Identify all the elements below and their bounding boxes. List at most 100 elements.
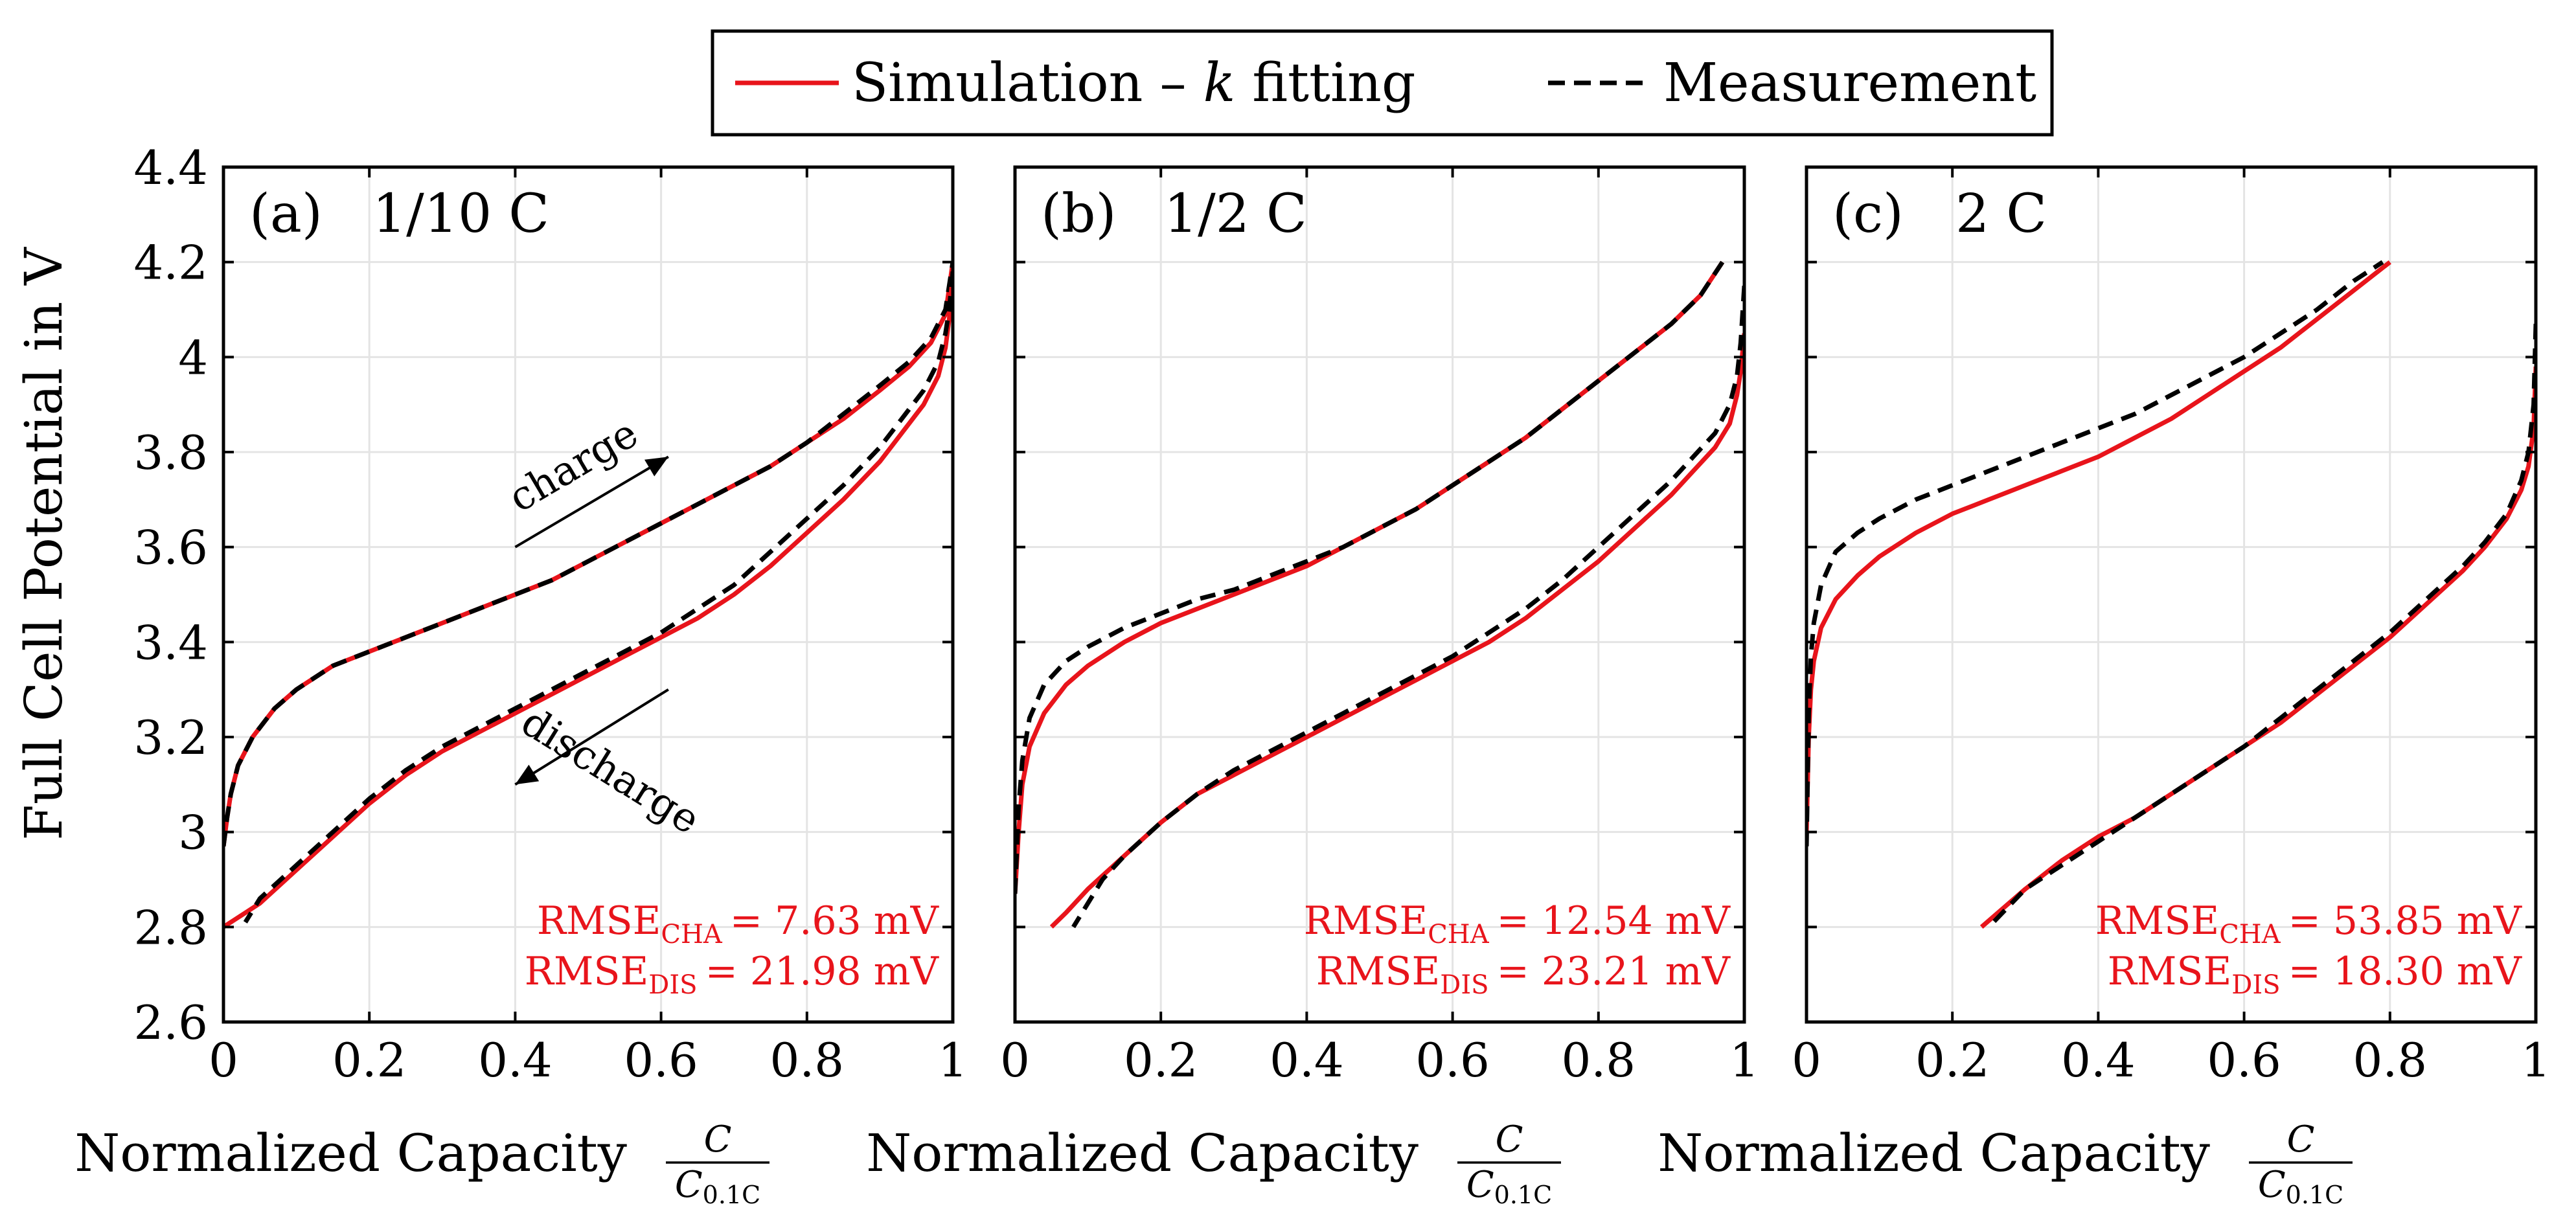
y-tick-label: 3.8 xyxy=(133,426,208,480)
legend-sim-label-main: Simulation – xyxy=(852,52,1203,114)
plot-frame xyxy=(1013,165,1746,1024)
series-simulation-discharge xyxy=(223,271,953,929)
annotation-arrowhead-charge xyxy=(644,457,668,477)
y-axis-label: Full Cell Potential in V xyxy=(14,247,74,841)
rmse-dis-value: = 21.98 mV xyxy=(705,949,940,994)
rmse-dis-label: RMSE xyxy=(1316,949,1441,994)
series-measurement-discharge xyxy=(1987,323,2536,929)
rmse-dis-sub: DIS xyxy=(648,970,697,1000)
x-tick-label: 0.8 xyxy=(770,1033,845,1087)
x-tick-label: 0.6 xyxy=(1415,1033,1490,1087)
x-axis-label-numerator: C xyxy=(2287,1118,2315,1161)
rmse-cha-value: = 53.85 mV xyxy=(2288,898,2523,944)
legend: Simulation – k fitting Measurement xyxy=(711,29,2054,137)
x-tick-label: 0 xyxy=(209,1033,238,1087)
rmse-cha: RMSECHA = 53.85 mV xyxy=(2095,898,2523,949)
x-tick-label: 0.8 xyxy=(1562,1033,1636,1087)
x-tick-label: 0.4 xyxy=(478,1033,553,1087)
series-measurement-charge xyxy=(1015,260,1725,894)
series-simulation-discharge xyxy=(1049,333,1744,929)
x-axis-label-denominator: C0.1C xyxy=(2258,1164,2343,1209)
x-tick-label: 0.8 xyxy=(2353,1033,2428,1087)
annotation-discharge: discharge xyxy=(513,698,708,843)
x-axis-label-denominator: C0.1C xyxy=(1466,1164,1552,1209)
denominator-main: C xyxy=(2258,1164,2286,1206)
rmse-cha-value: = 7.63 mV xyxy=(730,898,940,944)
y-tick-label: 2.8 xyxy=(133,900,208,955)
series-measurement-charge xyxy=(223,262,953,847)
legend-sim-label: Simulation – k fitting xyxy=(852,52,1415,114)
x-tick-label: 1 xyxy=(2521,1033,2551,1087)
x-tick-label: 0.2 xyxy=(1915,1033,1990,1087)
legend-box xyxy=(711,29,2054,137)
rmse-dis-sub: DIS xyxy=(1440,970,1488,1000)
x-axis-label-denominator: C0.1C xyxy=(675,1164,760,1209)
x-axis-label: Normalized Capacity xyxy=(866,1123,1419,1183)
denominator-main: C xyxy=(1466,1164,1494,1206)
y-tick-label: 3 xyxy=(178,806,208,860)
panel-rate: 2 C xyxy=(1955,183,2047,245)
rmse-dis: RMSEDIS = 23.21 mV xyxy=(1316,949,1731,1000)
y-tick-label: 2.6 xyxy=(133,995,208,1050)
rmse-dis-label: RMSE xyxy=(525,949,649,994)
rmse-dis-value: = 18.30 mV xyxy=(2288,949,2523,994)
denominator-sub: 0.1C xyxy=(1494,1181,1553,1209)
rmse-cha: RMSECHA = 12.54 mV xyxy=(1304,898,1731,949)
x-axis-label-numerator: C xyxy=(704,1118,732,1161)
rmse-dis: RMSEDIS = 18.30 mV xyxy=(2108,949,2523,1000)
denominator-sub: 0.1C xyxy=(2286,1181,2344,1209)
y-tick-label: 4.2 xyxy=(133,236,208,290)
y-tick-label: 4 xyxy=(178,330,208,385)
y-tick-label: 3.4 xyxy=(133,615,208,670)
x-tick-label: 0.4 xyxy=(2061,1033,2136,1087)
panel-a: 0 0.2 0.4 0.6 0.8 1 2.6 2.8 3 3.2 3.4 3.6 3.8 4 4.2 4.4… xyxy=(74,141,968,1209)
rmse-cha-sub: CHA xyxy=(2219,920,2281,949)
rmse-cha-label: RMSE xyxy=(1304,898,1428,944)
rmse-cha-sub: CHA xyxy=(1428,920,1489,949)
rmse-dis-value: = 23.21 mV xyxy=(1497,949,1731,994)
y-tick-label: 3.2 xyxy=(133,710,208,765)
series-simulation-discharge xyxy=(1979,366,2536,929)
panels: 0 0.2 0.4 0.6 0.8 1 2.6 2.8 3 3.2 3.4 3.6 3.8 4 4.2 4.4… xyxy=(74,141,2551,1209)
annotation-charge: charge xyxy=(500,409,646,521)
panel-label: (b) xyxy=(1041,183,1116,245)
panel-rate: 1/10 C xyxy=(372,183,549,245)
x-tick-label: 1 xyxy=(938,1033,968,1087)
legend-meas-label: Measurement xyxy=(1663,52,2036,114)
x-tick-label: 0.2 xyxy=(332,1033,407,1087)
panel-rate: 1/2 C xyxy=(1164,183,1307,245)
x-tick-label: 0.4 xyxy=(1270,1033,1344,1087)
y-tick-label: 3.6 xyxy=(133,521,208,575)
panel-label: (c) xyxy=(1832,183,1904,245)
x-tick-label: 0.6 xyxy=(2207,1033,2281,1087)
series-measurement-discharge xyxy=(1071,286,1744,929)
annotation-arrow-charge xyxy=(514,455,669,549)
denominator-main: C xyxy=(675,1164,703,1206)
series-simulation-charge xyxy=(1807,260,2391,832)
plot-frame xyxy=(222,165,955,1024)
rmse-cha: RMSECHA = 7.63 mV xyxy=(537,898,940,949)
rmse-dis-sub: DIS xyxy=(2231,970,2280,1000)
rmse-cha-sub: CHA xyxy=(661,920,722,949)
rmse-dis-label: RMSE xyxy=(2108,949,2232,994)
annotation-arrowhead-discharge xyxy=(515,764,540,785)
x-tick-label: 0 xyxy=(1000,1033,1030,1087)
x-axis-label: Normalized Capacity xyxy=(1658,1123,2210,1183)
x-axis-label: Normalized Capacity xyxy=(74,1123,627,1183)
rmse-dis: RMSEDIS = 21.98 mV xyxy=(525,949,940,1000)
legend-sim-label-italic: k xyxy=(1203,52,1236,114)
x-tick-label: 1 xyxy=(1729,1033,1759,1087)
annotation-arrow-discharge xyxy=(514,688,669,786)
x-axis-label-numerator: C xyxy=(1496,1118,1523,1161)
x-tick-label: 0.2 xyxy=(1124,1033,1198,1087)
series-measurement-discharge xyxy=(243,271,953,924)
rmse-cha-label: RMSE xyxy=(2095,898,2220,944)
y-tick-label: 4.4 xyxy=(133,141,208,195)
x-tick-label: 0.6 xyxy=(624,1033,698,1087)
x-tick-label: 0 xyxy=(1792,1033,1821,1087)
legend-sim-label-tail: fitting xyxy=(1235,52,1415,114)
rmse-cha-value: = 12.54 mV xyxy=(1497,898,1731,944)
